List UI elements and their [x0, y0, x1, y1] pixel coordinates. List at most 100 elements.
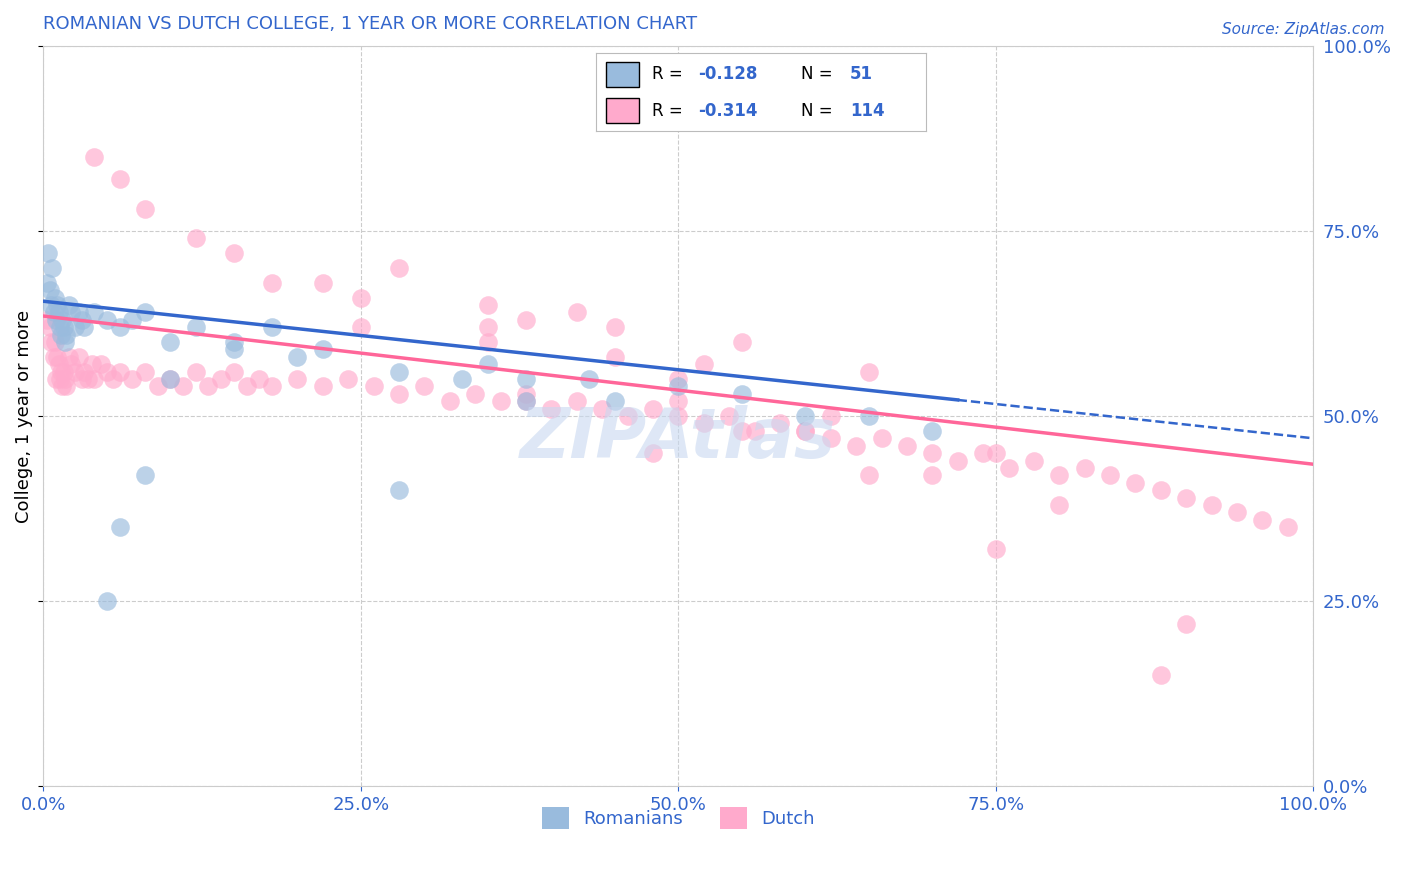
Point — [641, 401, 664, 416]
Point — [1226, 505, 1249, 519]
Point — [515, 312, 537, 326]
Point — [42, 350, 65, 364]
Point — [666, 394, 689, 409]
Point — [984, 446, 1007, 460]
Point — [477, 298, 499, 312]
Point — [58, 350, 80, 364]
Point — [46, 350, 69, 364]
Point — [80, 357, 103, 371]
Point — [51, 379, 73, 393]
Point — [1073, 461, 1095, 475]
Point — [73, 320, 96, 334]
Point — [477, 320, 499, 334]
Point — [60, 305, 83, 319]
Point — [37, 312, 59, 326]
Point — [45, 372, 67, 386]
Point — [45, 312, 67, 326]
Point — [209, 372, 232, 386]
Point — [103, 372, 125, 386]
Point — [172, 379, 194, 393]
Point — [858, 468, 880, 483]
Point — [38, 283, 60, 297]
Point — [794, 424, 817, 438]
Point — [363, 379, 385, 393]
Point — [42, 305, 65, 319]
Point — [666, 372, 689, 386]
Point — [1047, 498, 1070, 512]
Point — [1150, 483, 1173, 498]
Point — [83, 150, 105, 164]
Point — [972, 446, 994, 460]
Point — [184, 365, 207, 379]
Point — [388, 260, 411, 275]
Point — [388, 387, 411, 401]
Point — [820, 431, 842, 445]
Point — [53, 372, 76, 386]
Point — [921, 446, 943, 460]
Point — [134, 305, 156, 319]
Point — [76, 372, 98, 386]
Point — [134, 468, 156, 483]
Point — [44, 334, 66, 349]
Y-axis label: College, 1 year or more: College, 1 year or more — [15, 310, 32, 523]
Point — [1022, 453, 1045, 467]
Point — [603, 320, 626, 334]
Point — [312, 276, 335, 290]
Point — [108, 320, 131, 334]
Point — [1175, 491, 1198, 505]
Point — [997, 461, 1019, 475]
Point — [515, 387, 537, 401]
Point — [222, 334, 245, 349]
Point — [49, 320, 72, 334]
Point — [603, 394, 626, 409]
Point — [222, 343, 245, 357]
Point — [1251, 513, 1274, 527]
Point — [666, 409, 689, 423]
Point — [641, 446, 664, 460]
Point — [731, 334, 754, 349]
Point — [121, 372, 143, 386]
Point — [222, 246, 245, 260]
Point — [222, 365, 245, 379]
Point — [108, 172, 131, 186]
Point — [464, 387, 486, 401]
Point — [388, 483, 411, 498]
Point — [731, 424, 754, 438]
Point — [388, 365, 411, 379]
Point — [312, 343, 335, 357]
Point — [70, 372, 93, 386]
Point — [51, 312, 73, 326]
Point — [37, 246, 59, 260]
Point — [159, 372, 181, 386]
Point — [41, 260, 63, 275]
Point — [39, 298, 62, 312]
Point — [718, 409, 741, 423]
Point — [67, 305, 90, 319]
Point — [845, 439, 868, 453]
Point — [184, 231, 207, 245]
Point — [666, 379, 689, 393]
Point — [769, 417, 792, 431]
Point — [159, 372, 181, 386]
Point — [146, 379, 169, 393]
Point — [37, 276, 59, 290]
Point — [55, 327, 77, 342]
Point — [63, 320, 86, 334]
Point — [39, 334, 62, 349]
Point — [794, 409, 817, 423]
Point — [51, 365, 73, 379]
Point — [63, 365, 86, 379]
Point — [858, 409, 880, 423]
Point — [1150, 668, 1173, 682]
Point — [83, 305, 105, 319]
Point — [693, 417, 716, 431]
Point — [1175, 616, 1198, 631]
Point — [67, 350, 90, 364]
Point — [260, 320, 283, 334]
Point — [70, 312, 93, 326]
Point — [489, 394, 512, 409]
Point — [55, 379, 77, 393]
Point — [591, 401, 613, 416]
Text: ZIPAtlas: ZIPAtlas — [520, 405, 837, 472]
Point — [312, 379, 335, 393]
